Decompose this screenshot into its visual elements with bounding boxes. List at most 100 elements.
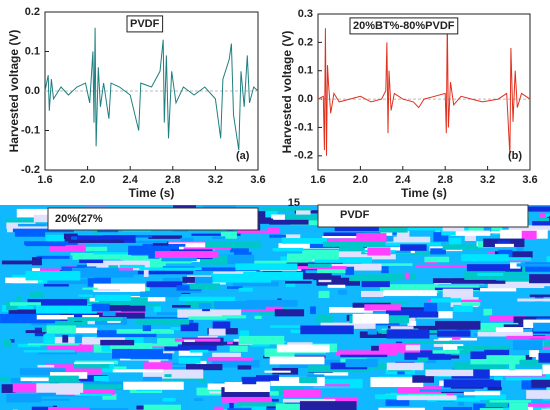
glitch-block [91, 303, 110, 312]
glitch-block [430, 248, 446, 255]
glitch-block [340, 354, 388, 358]
glitch-block [442, 344, 464, 353]
glitch-block [529, 348, 540, 358]
glitch-block [311, 384, 350, 387]
glitch-block [63, 327, 98, 334]
glitch-block [1, 260, 42, 265]
glitch-block [264, 370, 291, 373]
glitch-block [9, 339, 15, 343]
glitch-block [269, 234, 286, 238]
glitch-block [283, 389, 321, 398]
glitch-block [269, 219, 309, 225]
glitch-block [273, 216, 293, 223]
glitch-block [538, 352, 550, 363]
glitch-block [36, 305, 97, 314]
glitch-block [8, 226, 51, 229]
glitch-block [437, 330, 471, 337]
glitch-block [283, 266, 347, 270]
panel-annotation: (b) [508, 150, 522, 162]
glitch-block [526, 406, 534, 410]
glitch-block [370, 377, 424, 388]
glitch-block [367, 247, 391, 256]
glitch-block [177, 309, 242, 318]
glitch-block [412, 375, 434, 383]
x-tick-label: 3.6 [522, 174, 537, 186]
glitch-block [195, 267, 259, 271]
glitch-block [188, 316, 227, 320]
x-axis-label: Time (s) [401, 186, 447, 200]
glitch-block [30, 291, 45, 298]
glitch-block [404, 352, 452, 360]
glitch-block [214, 301, 266, 310]
glitch-block [390, 250, 411, 254]
glitch-block [531, 379, 550, 388]
glitch-block [417, 357, 429, 362]
glitch-block [508, 225, 550, 231]
glitch-block [212, 360, 260, 368]
glitch-block [65, 366, 103, 375]
glitch-block [78, 294, 94, 297]
fragment-box [317, 204, 529, 228]
glitch-block [211, 254, 255, 265]
x-tick-label: 1.6 [310, 174, 325, 186]
glitch-block [274, 309, 305, 317]
glitch-block [327, 284, 346, 288]
glitch-block [183, 247, 232, 250]
glitch-block [512, 340, 543, 351]
glitch-block [221, 387, 270, 397]
glitch-block [132, 240, 168, 244]
glitch-block [334, 224, 379, 232]
glitch-block [425, 369, 474, 377]
glitch-block [464, 391, 501, 396]
y-tick-label: -0.1 [294, 121, 313, 133]
glitch-block [200, 255, 228, 265]
x-axis-label: Time (s) [129, 186, 175, 200]
glitch-block [207, 383, 229, 390]
glitch-block [250, 342, 270, 347]
y-tick-label: -0.1 [21, 124, 40, 136]
glitch-block [154, 251, 219, 259]
glitch-block [539, 212, 546, 219]
glitch-block [1, 384, 16, 393]
glitch-block [489, 315, 527, 321]
glitch-block [307, 374, 325, 377]
glitch-block [229, 345, 248, 352]
fragment-label: 20%(27% [55, 213, 103, 225]
glitch-block [529, 274, 550, 284]
glitch-block [329, 307, 390, 313]
glitch-block [307, 263, 332, 268]
glitch-block [235, 263, 298, 271]
glitch-block [41, 326, 49, 333]
glitch-block [144, 362, 173, 370]
glitch-block [487, 386, 502, 391]
glitch-block [243, 260, 305, 265]
glitch-block [521, 230, 537, 240]
glitch-block [466, 264, 523, 272]
glitch-block [494, 243, 514, 248]
glitch-block [275, 403, 312, 410]
glitch-block [378, 407, 425, 410]
glitch-block [71, 267, 119, 278]
glitch-block [441, 229, 456, 236]
glitch-block [23, 350, 75, 353]
glitch-block [68, 239, 125, 244]
glitch-block [282, 398, 336, 403]
fragment-legend: PVDF [340, 209, 370, 221]
glitch-block [213, 271, 263, 274]
glitch-block [404, 272, 410, 279]
glitch-block [516, 263, 550, 267]
glitch-block [485, 399, 508, 407]
glitch-block [27, 343, 80, 346]
glitch-block [94, 294, 131, 302]
glitch-block [189, 283, 221, 290]
glitch-block [20, 377, 71, 382]
glitch-block [87, 277, 111, 287]
glitch-block [285, 280, 312, 284]
glitch-block [435, 320, 481, 330]
y-axis-label: Harvested voltage (V) [7, 30, 21, 153]
glitch-block [364, 304, 401, 311]
glitch-block [77, 235, 136, 243]
glitch-block [48, 244, 86, 252]
fragment-tick: 15 [288, 197, 300, 209]
glitch-block [232, 281, 279, 287]
